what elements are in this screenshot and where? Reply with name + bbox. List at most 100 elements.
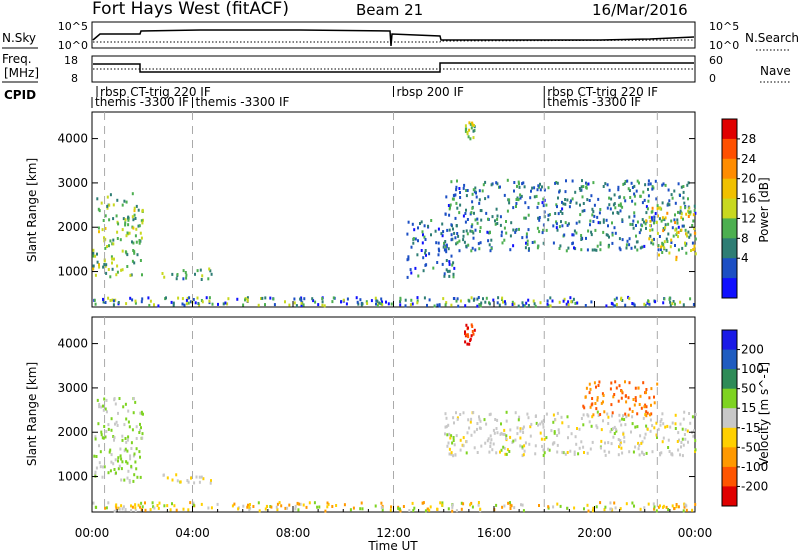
radar-cell (509, 428, 512, 432)
radar-cell (474, 248, 477, 252)
radar-cell (524, 441, 527, 445)
radar-cell (566, 451, 569, 454)
radar-cell (451, 509, 454, 513)
radar-cell (671, 302, 674, 306)
radar-cell (111, 267, 114, 271)
radar-cell (566, 223, 569, 227)
radar-cell (465, 229, 468, 233)
radar-cell (648, 302, 651, 306)
radar-cell (513, 506, 516, 510)
radar-cell (514, 411, 517, 415)
radar-cell (156, 504, 159, 507)
radar-cell (331, 300, 334, 304)
radar-cell (376, 304, 379, 307)
radar-cell (627, 187, 630, 191)
radar-cell (597, 221, 600, 225)
radar-cell (102, 219, 105, 222)
radar-cell (582, 413, 585, 417)
radar-cell (537, 244, 540, 248)
radar-cell (651, 206, 654, 210)
radar-cell (558, 247, 561, 250)
radar-cell (667, 508, 670, 511)
radar-cell (477, 296, 480, 299)
radar-cell (542, 425, 545, 429)
radar-cell (643, 302, 646, 306)
radar-cell (651, 187, 654, 191)
radar-cell (579, 188, 582, 192)
colorbar-swatch (722, 218, 737, 239)
radar-cell (567, 425, 570, 429)
radar-cell (462, 214, 465, 218)
radar-cell (547, 213, 550, 217)
radar-cell (542, 241, 545, 245)
radar-cell (656, 204, 659, 208)
radar-cell (501, 296, 504, 300)
radar-cell (643, 453, 645, 456)
radar-cell (114, 402, 117, 406)
radar-cell (641, 224, 644, 228)
radar-cell (131, 240, 133, 244)
radar-cell (532, 299, 535, 303)
radar-cell (644, 432, 647, 436)
radar-cell (579, 213, 582, 217)
radar-cell (117, 459, 119, 463)
radar-cell (661, 183, 664, 187)
radar-cell (209, 481, 212, 485)
radar-cell (505, 410, 508, 414)
radar-cell (625, 400, 628, 404)
radar-cell (596, 426, 599, 430)
radar-cell (663, 246, 666, 250)
radar-cell (463, 240, 466, 244)
radar-cell (459, 438, 462, 442)
radar-cell (104, 301, 107, 304)
radar-cell (607, 224, 609, 228)
radar-cell (552, 224, 555, 228)
radar-cell (683, 505, 686, 509)
radar-cell (132, 241, 135, 245)
colorbar-tick-label: 20 (741, 172, 756, 186)
radar-cell (632, 302, 635, 306)
radar-cell (428, 252, 431, 256)
radar-cell (380, 501, 383, 505)
radar-cell (595, 248, 598, 252)
radar-cell (412, 237, 415, 241)
radar-cell (644, 304, 647, 307)
radar-cell (537, 184, 540, 188)
radar-cell (105, 263, 108, 267)
radar-cell (522, 453, 525, 457)
radar-cell (361, 507, 364, 511)
radar-cell (659, 248, 662, 252)
radar-cell (539, 431, 542, 435)
radar-cell (580, 185, 583, 189)
radar-cell (580, 236, 583, 240)
radar-cell (607, 422, 610, 425)
radar-cell (562, 202, 565, 206)
radar-cell (469, 229, 472, 233)
radar-cell (252, 505, 255, 508)
radar-cell (627, 396, 630, 400)
radar-cell (470, 225, 473, 229)
y-tick-label: 1000 (57, 265, 88, 279)
radar-cell (588, 199, 591, 202)
radar-cell (194, 272, 196, 276)
radar-cell (443, 272, 446, 276)
radar-cell (586, 182, 589, 186)
radar-cell (410, 298, 413, 302)
radar-cell (505, 434, 508, 438)
radar-cell (571, 197, 574, 201)
radar-cell (583, 451, 585, 454)
radar-cell (450, 254, 453, 258)
radar-cell (316, 505, 319, 509)
radar-cell (148, 303, 151, 307)
radar-cell (675, 503, 678, 506)
radar-cell (407, 220, 410, 224)
radar-cell (456, 241, 459, 245)
radar-cell (93, 298, 96, 302)
radar-cell (441, 262, 444, 266)
radar-cell (173, 504, 176, 508)
radar-cell (594, 228, 597, 232)
radar-cell (495, 503, 498, 507)
radar-cell (312, 299, 315, 303)
radar-cell (468, 299, 471, 303)
